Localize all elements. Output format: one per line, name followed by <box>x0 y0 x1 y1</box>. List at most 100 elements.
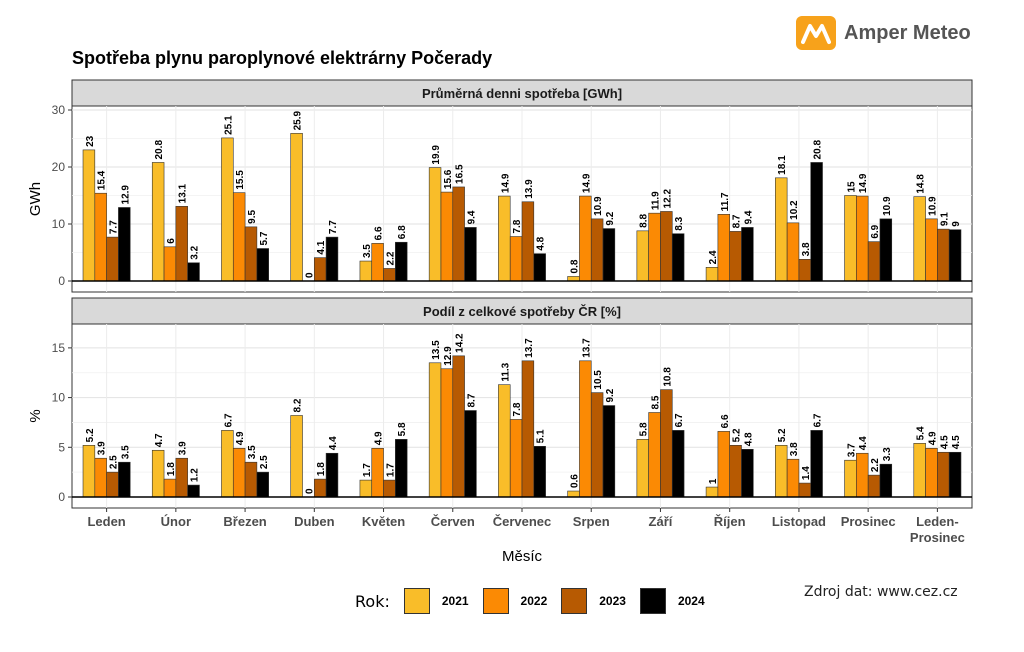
bar <box>798 482 812 498</box>
bar-value-label: 11.9 <box>651 191 662 210</box>
bar-value-label: 20.8 <box>154 140 165 160</box>
bar <box>913 443 926 498</box>
bar-value-label: 1.7 <box>362 463 373 477</box>
bar-value-label: 4.4 <box>328 436 339 450</box>
x-tick-label-line: Prosinec <box>841 514 896 529</box>
bar <box>741 227 754 282</box>
bar-value-label: 12.9 <box>120 185 131 205</box>
x-tick-label: Duben <box>294 514 335 529</box>
x-tick-label: Leden <box>87 514 125 529</box>
bar-value-label: 5.2 <box>85 428 96 442</box>
bar-value-label: 6.8 <box>397 225 408 239</box>
bar-value-label: 8.5 <box>651 395 662 409</box>
bar-value-label: 4.8 <box>743 432 754 446</box>
bar-value-label: 25.9 <box>293 110 304 130</box>
bar-value-label: 3.5 <box>120 445 131 459</box>
legend-item-2024: 2024 <box>639 588 705 614</box>
bar <box>325 236 339 282</box>
legend-label: 2021 <box>441 594 469 608</box>
bar <box>671 233 685 282</box>
bar-value-label: 1.7 <box>385 463 396 477</box>
bar-value-label: 4.4 <box>858 436 869 450</box>
legend-title: Rok: <box>355 591 390 611</box>
bar <box>371 447 384 498</box>
bar-value-label: 18.1 <box>777 155 788 175</box>
bar-value-label: 7.8 <box>512 219 523 233</box>
bar <box>244 461 258 498</box>
bar <box>729 231 742 282</box>
bar <box>151 449 165 498</box>
bar <box>256 471 269 498</box>
bar <box>590 218 604 282</box>
bar-value-label: 10.5 <box>593 370 604 390</box>
bar <box>290 415 303 498</box>
bar <box>163 246 177 282</box>
panel-strip-label: Průměrná denni spotřeba [GWh] <box>422 86 622 101</box>
bar <box>636 230 649 282</box>
bar <box>82 149 96 282</box>
bar-value-label: 9.4 <box>466 210 477 224</box>
bar <box>359 260 373 282</box>
bar-value-label: 5.8 <box>639 422 650 436</box>
bar <box>705 486 719 498</box>
x-tick-label-line: Srpen <box>573 514 610 529</box>
x-tick-label-line: Listopad <box>772 514 826 529</box>
bar <box>498 195 511 282</box>
bar-value-label: 4.9 <box>235 431 246 445</box>
bar <box>775 177 788 282</box>
bar <box>464 227 477 282</box>
bar <box>244 226 258 282</box>
y-tick-label: 5 <box>58 440 65 454</box>
x-tick-label-line: Říjen <box>714 514 746 529</box>
bar-value-label: 2.2 <box>385 251 396 265</box>
bar-value-label: 3.8 <box>801 242 812 256</box>
x-tick-label: Únor <box>161 514 191 529</box>
bar-value-label: 5.4 <box>916 426 927 440</box>
bar <box>118 207 131 282</box>
bar-value-label: 9.2 <box>605 388 616 402</box>
bar-value-label: 20.8 <box>813 140 824 160</box>
bar <box>452 355 465 498</box>
x-tick-label-line: Leden- <box>916 514 959 529</box>
y-tick-label: 15 <box>52 341 66 355</box>
bar <box>232 447 246 498</box>
bar-value-label: 11.7 <box>720 192 731 211</box>
bar <box>636 439 649 498</box>
bar <box>151 162 165 282</box>
x-tick-label-line: Září <box>649 514 673 529</box>
bar-value-label: 10.9 <box>882 196 893 216</box>
bar-value-label: 0.8 <box>570 259 581 273</box>
bar-value-label: 23 <box>85 135 96 147</box>
bar <box>82 445 96 498</box>
bar <box>856 452 869 498</box>
bar <box>590 392 604 498</box>
bar <box>729 445 742 498</box>
bar-value-label: 1.8 <box>316 462 327 476</box>
bar-value-label: 1.2 <box>190 468 201 482</box>
bar-value-label: 7.7 <box>109 220 120 234</box>
bar <box>290 133 303 282</box>
bar <box>175 457 188 498</box>
bar <box>383 268 396 282</box>
x-tick-label: Červen <box>431 514 475 529</box>
bar-value-label: 2.2 <box>870 458 881 472</box>
legend-label: 2023 <box>599 594 626 608</box>
bar <box>867 241 881 282</box>
x-tick-label-line: Květen <box>362 514 405 529</box>
bar <box>163 478 177 498</box>
bar-value-label: 2.4 <box>708 250 719 264</box>
bar-value-label: 3.8 <box>789 442 800 456</box>
bar-value-label: 6.9 <box>870 224 881 238</box>
bar <box>187 484 200 498</box>
bar-value-label: 9.1 <box>939 212 950 226</box>
bar <box>533 445 546 498</box>
bar-value-label: 10.8 <box>662 367 673 387</box>
bar <box>602 228 616 282</box>
y-tick-label: 0 <box>58 274 65 288</box>
bar <box>498 384 511 498</box>
bar <box>509 419 523 498</box>
bar <box>314 257 327 282</box>
bar-value-label: 3.5 <box>247 445 258 459</box>
bar-value-label: 2.5 <box>109 455 120 469</box>
panel-strip <box>71 79 973 107</box>
